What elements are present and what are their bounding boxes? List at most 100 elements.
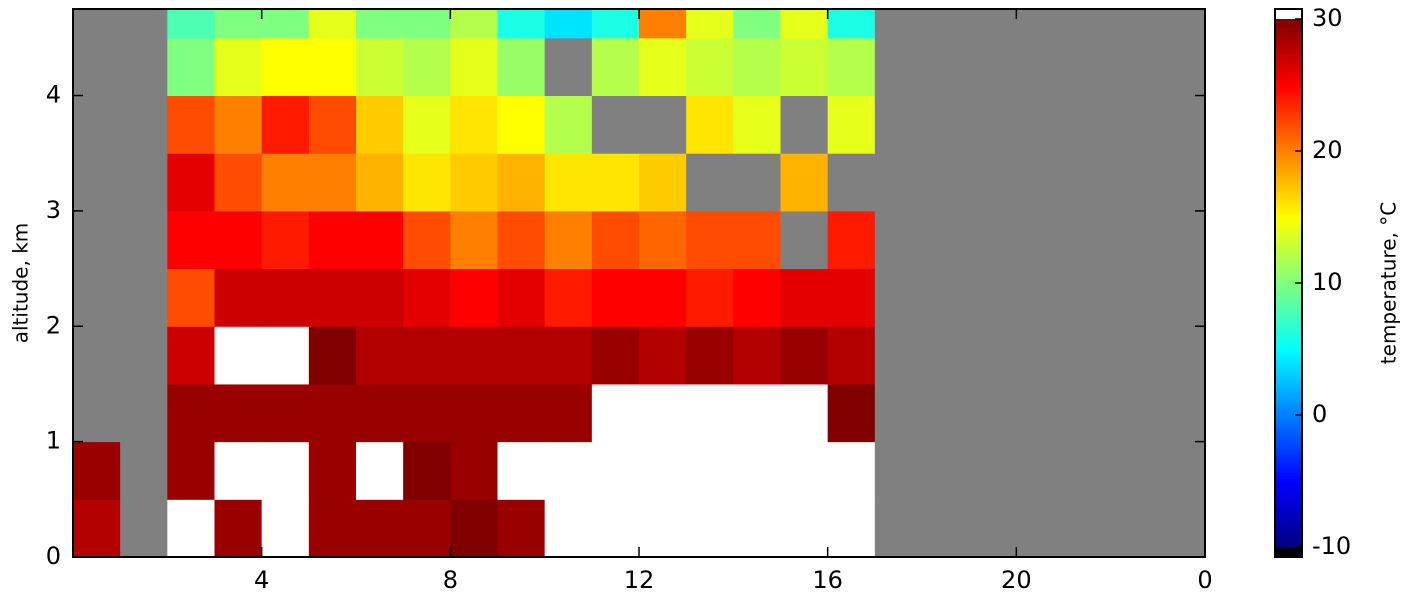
heat-cell	[497, 95, 546, 154]
heat-cell	[450, 268, 498, 327]
colorbar-step	[1275, 214, 1302, 218]
colorbar-step	[1275, 488, 1302, 493]
heat-cell	[403, 441, 451, 500]
colorbar-step	[1275, 525, 1302, 530]
colorbar-step	[1275, 119, 1302, 123]
colorbar-step	[1275, 422, 1302, 427]
heat-cell	[497, 153, 546, 212]
colorbar-step	[1275, 441, 1302, 445]
heat-cell	[167, 268, 215, 327]
heat-cell	[1157, 37, 1206, 97]
heat-cell	[308, 153, 357, 212]
colorbar-step	[1275, 449, 1302, 453]
colorbar-step	[1275, 195, 1302, 200]
heat-cell	[733, 37, 781, 97]
heat-cell	[167, 37, 215, 97]
heat-cell	[1110, 95, 1159, 154]
colorbar-step	[1275, 26, 1302, 31]
colorbar-step	[1275, 417, 1302, 421]
heat-cell	[214, 210, 263, 270]
colorbar-step	[1275, 267, 1302, 271]
colorbar-step	[1275, 375, 1302, 379]
colorbar-step	[1275, 211, 1302, 215]
colorbar-step	[1275, 177, 1302, 181]
heat-cell	[73, 441, 121, 500]
heat-cell	[497, 210, 546, 270]
x-tick-label: 0	[1197, 566, 1212, 594]
heat-cell	[308, 95, 357, 154]
colorbar-step	[1275, 103, 1302, 107]
heat-cell	[591, 383, 640, 443]
colorbar-step	[1275, 209, 1302, 213]
heat-cell	[73, 37, 121, 97]
heat-cell	[403, 499, 451, 558]
x-tick-label: 16	[812, 566, 843, 594]
colorbar-step	[1275, 507, 1302, 511]
heat-cell	[214, 441, 263, 500]
colorbar-step	[1275, 407, 1302, 411]
colorbar-step	[1275, 322, 1302, 326]
heat-cell	[874, 326, 923, 385]
heat-cell	[356, 268, 404, 327]
colorbar-step	[1275, 161, 1302, 165]
colorbar-step	[1275, 428, 1302, 432]
colorbar-step	[1275, 243, 1302, 247]
colorbar-step	[1275, 280, 1302, 284]
heat-cell	[922, 268, 970, 327]
y-tick-label: 1	[46, 427, 61, 455]
colorbar-step	[1275, 306, 1302, 310]
heat-cell	[73, 153, 121, 212]
colorbar-step	[1275, 283, 1302, 287]
colorbar-step	[1275, 77, 1302, 81]
colorbar-step	[1275, 494, 1302, 498]
colorbar-step	[1275, 106, 1302, 110]
colorbar-step	[1275, 478, 1302, 482]
heat-cell	[733, 441, 781, 500]
heat-cell	[1110, 383, 1159, 443]
y-tick-label: 0	[46, 542, 61, 570]
colorbar-step	[1275, 317, 1302, 321]
heat-cell	[214, 37, 263, 97]
colorbar-step	[1275, 391, 1302, 395]
colorbar-step	[1275, 253, 1302, 258]
heat-cell	[356, 326, 404, 385]
heat-cell	[780, 268, 829, 327]
heat-cell	[1063, 210, 1112, 270]
heat-cell	[120, 441, 168, 500]
colorbar-step	[1275, 198, 1302, 202]
heat-cell	[639, 326, 687, 385]
colorbar-step	[1275, 182, 1302, 186]
heat-cell	[639, 37, 687, 97]
colorbar-step	[1275, 349, 1302, 353]
colorbar-step	[1275, 34, 1302, 39]
colorbar-step	[1275, 206, 1302, 210]
heat-cell	[1110, 153, 1159, 212]
heat-cell	[1110, 210, 1159, 270]
heat-cell	[450, 441, 498, 500]
heat-cell	[1157, 95, 1206, 154]
heat-cell	[639, 383, 687, 443]
colorbar-step	[1275, 399, 1302, 403]
heat-cell	[120, 383, 168, 443]
colorbar-step	[1275, 298, 1302, 303]
heat-cell	[827, 268, 876, 327]
colorbar-step	[1275, 148, 1302, 152]
heat-cell	[780, 95, 829, 154]
heat-cell	[167, 95, 215, 154]
colorbar-step	[1275, 420, 1302, 424]
heat-cell	[1157, 441, 1206, 500]
colorbar-step	[1275, 272, 1302, 276]
heat-cell	[261, 441, 310, 500]
colorbar-step	[1275, 533, 1302, 538]
colorbar-step	[1275, 74, 1302, 78]
colorbar-step	[1275, 319, 1302, 324]
heat-cell	[450, 9, 498, 39]
heat-cell	[308, 210, 357, 270]
colorbar-step	[1275, 129, 1302, 134]
colorbar-step	[1275, 187, 1302, 192]
x-tick-label: 12	[624, 566, 655, 594]
colorbar-step	[1275, 92, 1302, 97]
heat-cell	[1063, 441, 1112, 500]
heat-cell	[214, 9, 263, 39]
colorbar-step	[1275, 222, 1302, 226]
